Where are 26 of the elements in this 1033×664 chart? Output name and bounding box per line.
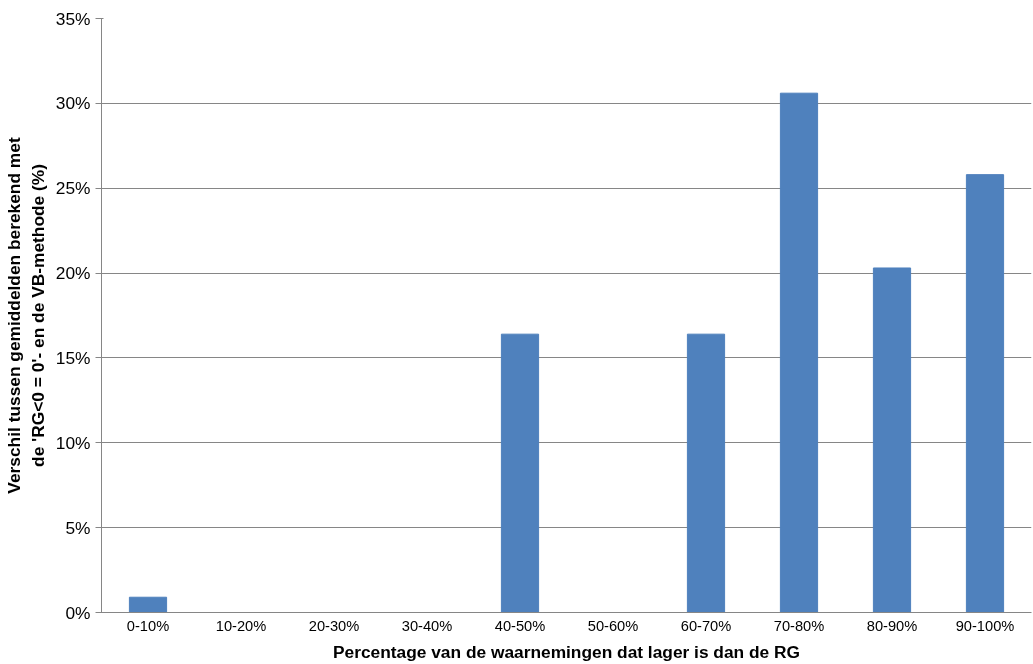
x-tick-label: 10-20% <box>215 617 267 634</box>
bar <box>872 267 912 613</box>
y-tick-label: 0% <box>65 602 91 623</box>
x-axis-title: Percentage van de waarnemingen dat lager is dan de RG <box>332 641 801 662</box>
bar <box>779 92 819 613</box>
x-tick-label: 40-50% <box>494 617 546 634</box>
y-axis-title: Verschil tussen gemiddelden berekend met de 'RG<0 = 0'- en de VB-methode (%) <box>3 137 48 494</box>
x-tick-label: 90-100% <box>955 617 1015 634</box>
x-tick-label: 20-30% <box>308 617 360 634</box>
y-tick-label: 35% <box>55 8 91 29</box>
y-tick-label: 15% <box>55 347 91 368</box>
bar <box>686 333 726 613</box>
y-tick-label: 20% <box>55 263 91 284</box>
bar <box>500 333 540 613</box>
bar <box>128 596 168 613</box>
x-tick-label: 0-10% <box>126 617 170 634</box>
y-tick-label: 10% <box>55 432 91 453</box>
y-tick-label: 5% <box>65 517 91 538</box>
y-tick-label: 30% <box>55 93 91 114</box>
x-tick-label: 70-80% <box>773 617 825 634</box>
x-tick-label: 50-60% <box>587 617 639 634</box>
x-tick-label: 80-90% <box>866 617 918 634</box>
y-tick-label: 25% <box>55 178 91 199</box>
x-tick-label: 60-70% <box>680 617 732 634</box>
x-tick-label: 30-40% <box>401 617 453 634</box>
bar <box>965 174 1005 613</box>
